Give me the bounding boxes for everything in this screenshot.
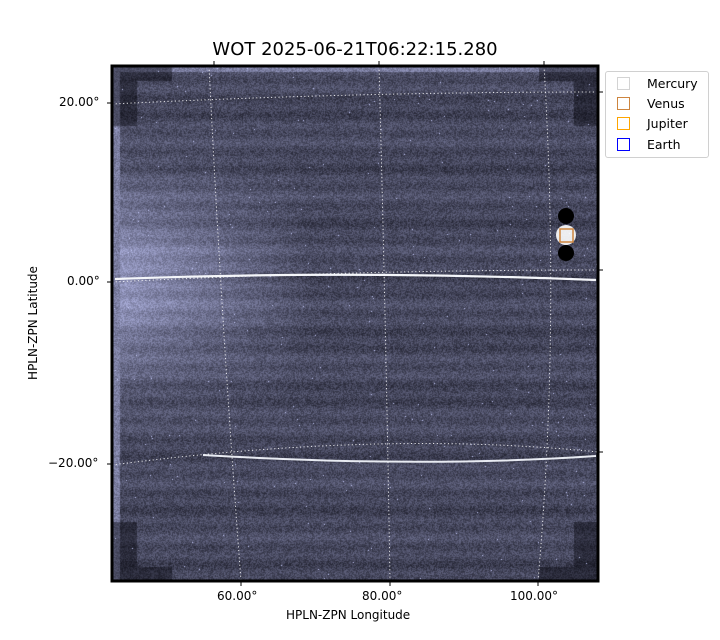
bright-streak-upper [114,273,597,282]
earth-swatch [617,138,630,151]
jupiter-swatch [617,117,630,130]
x-axis-label: HPLN-ZPN Longitude [286,608,411,622]
bright-streak-lower [202,454,597,463]
dark-lobe-top [558,208,574,224]
legend-label: Venus [647,96,685,111]
grid-lat-20 [111,91,599,105]
x-tick-label: 80.00° [362,589,403,603]
grid-lon-60 [208,65,242,582]
grid-lat-m20 [111,443,599,466]
y-tick-label: 0.00° [67,274,100,288]
venus-glow [556,225,576,245]
legend-label: Mercury [647,76,698,91]
chart-title: WOT 2025-06-21T06:22:15.280 [212,39,498,60]
y-tick-label: 20.00° [59,95,100,109]
grid-lon-80 [378,65,391,582]
grid-lon-100 [537,65,552,582]
legend: Mercury Venus Jupiter Earth [605,71,709,158]
y-tick-label: −20.00° [48,456,99,470]
x-tick-label: 60.00° [217,589,258,603]
venus-swatch [617,97,630,110]
y-axis-label: HPLN-ZPN Latitude [26,266,40,380]
plot-frame [110,64,600,583]
image-canvas [112,66,598,581]
dark-lobe-bottom [558,245,574,261]
legend-label: Earth [647,137,681,152]
legend-label: Jupiter [647,116,688,131]
mercury-swatch [617,77,630,90]
venus-marker [559,228,574,243]
x-tick-label: 100.00° [510,589,558,603]
grid-lat-0 [111,269,599,283]
